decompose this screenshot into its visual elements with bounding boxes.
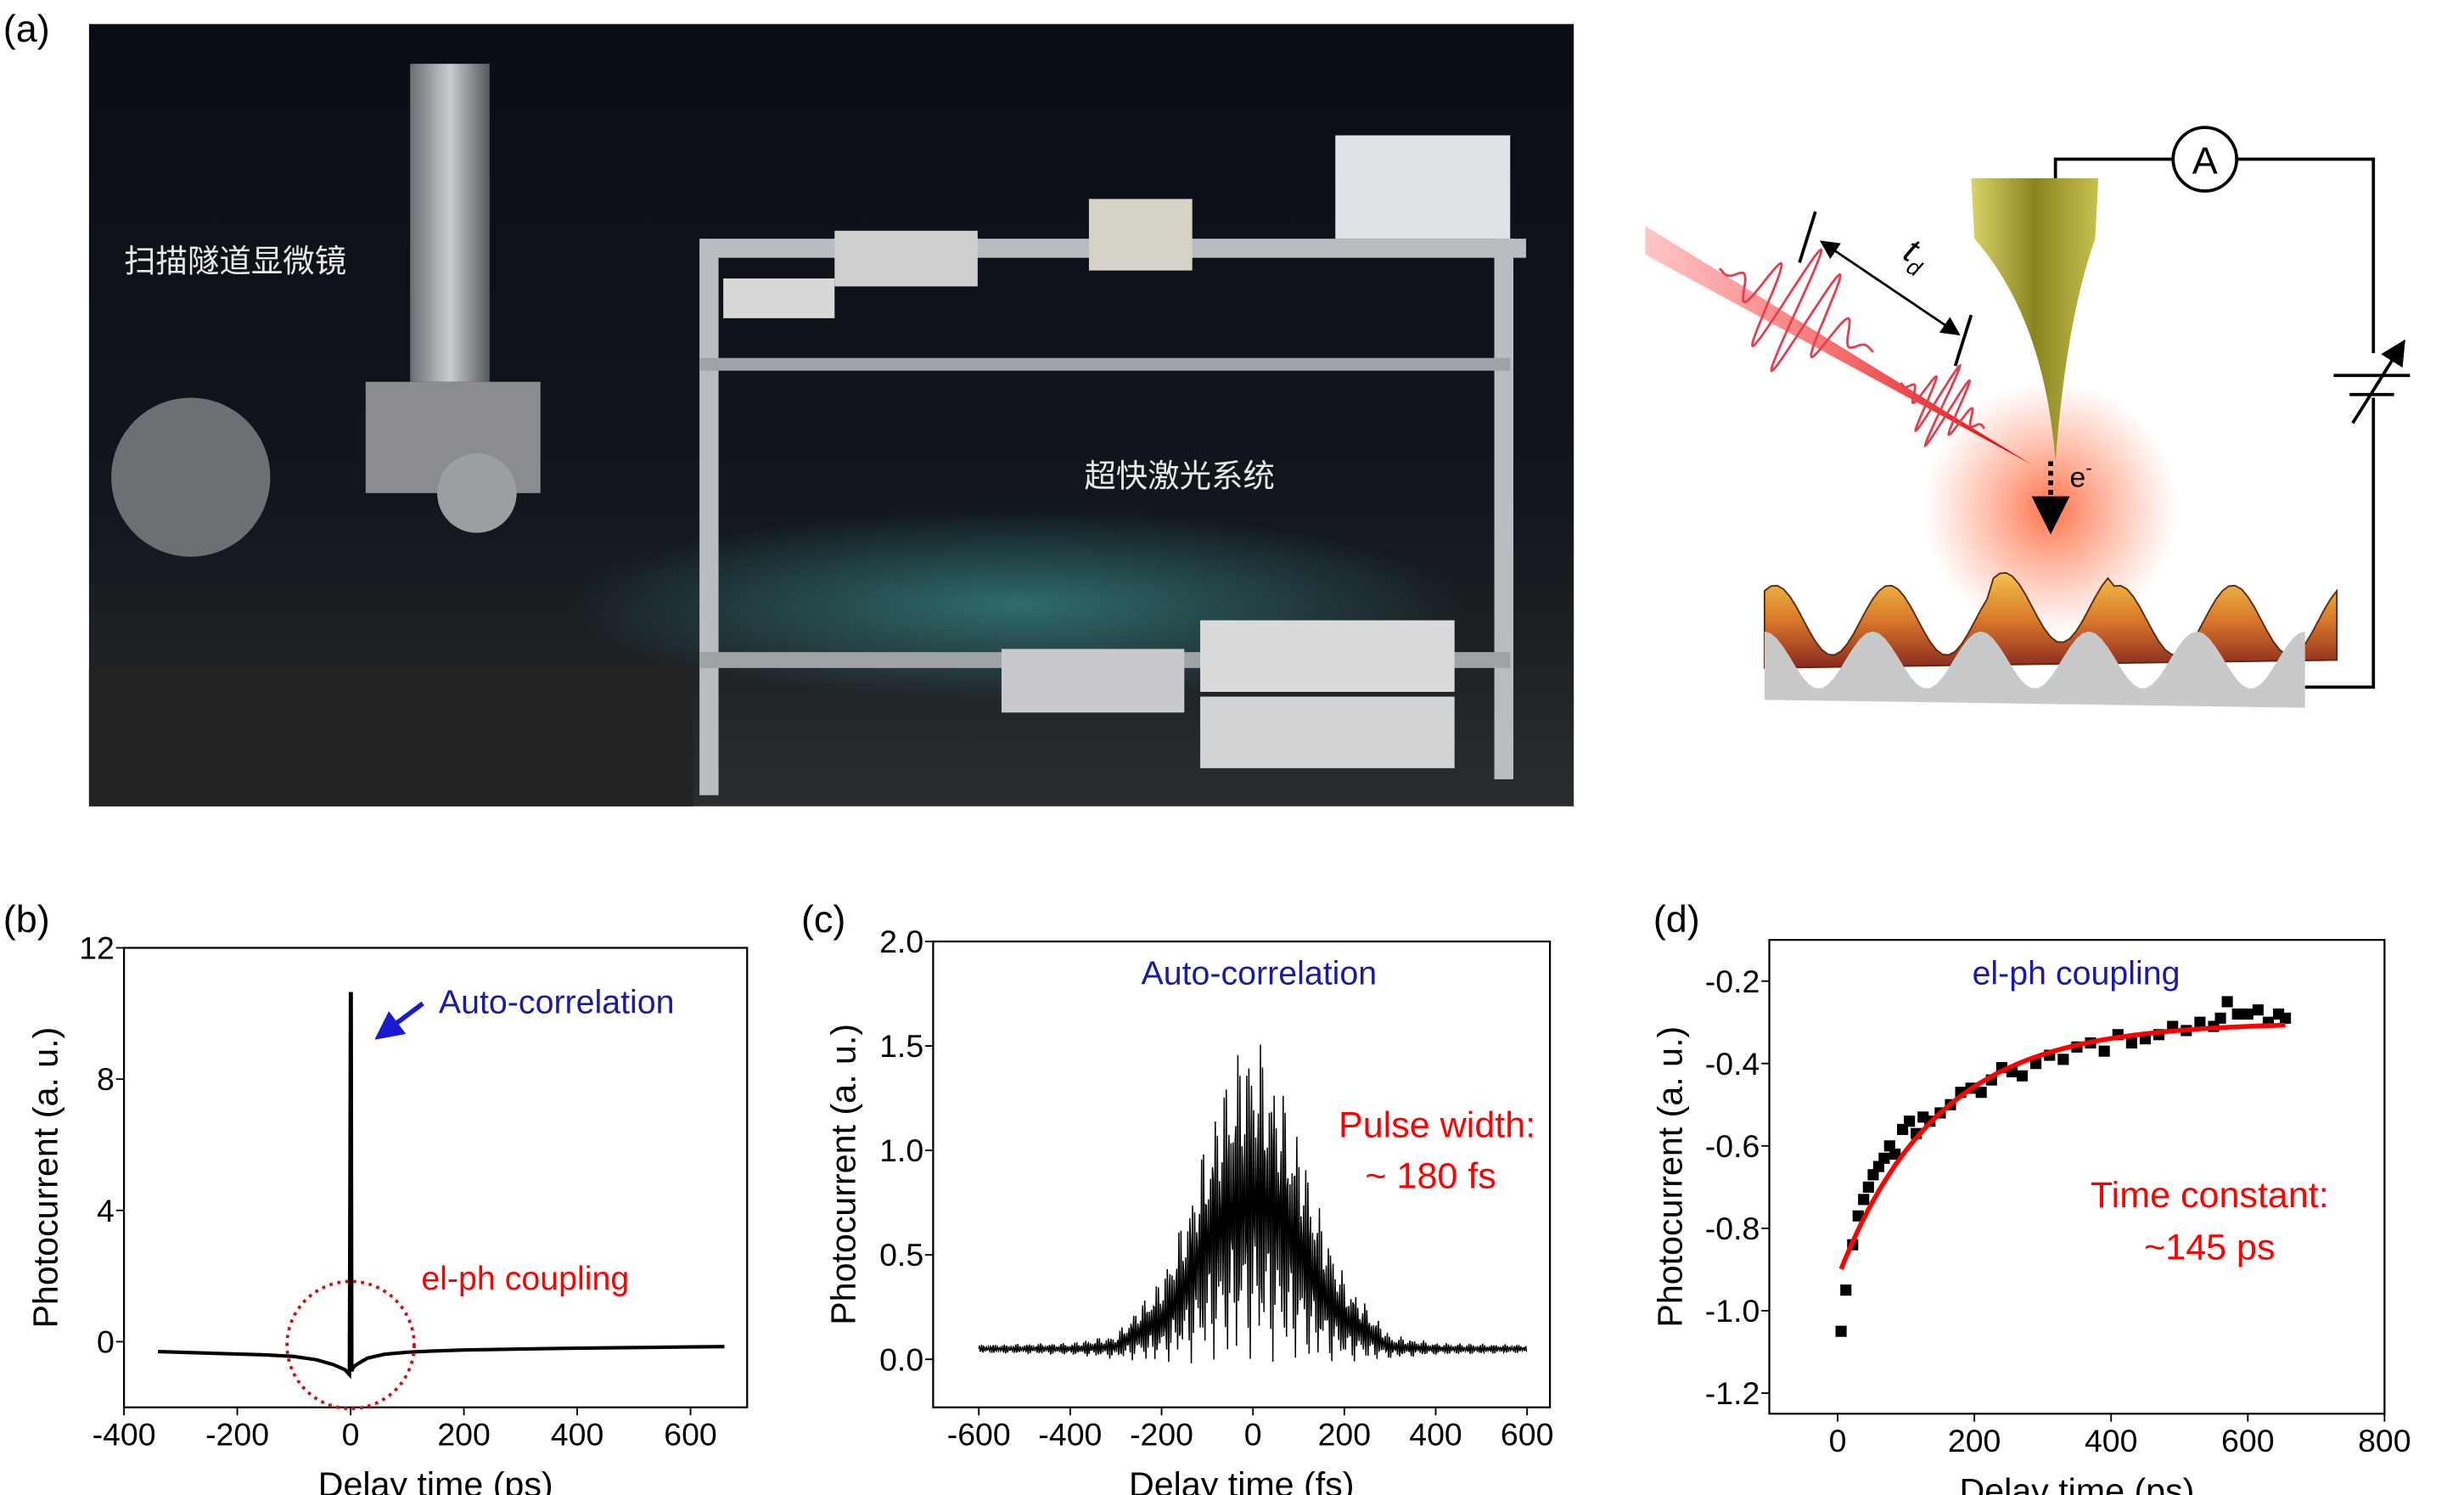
el-ph-circle (285, 1279, 416, 1411)
annotation-el-ph: el-ph coupling (421, 1260, 629, 1297)
data-point (1852, 1210, 1864, 1222)
data-point (1858, 1194, 1870, 1206)
y-tick-label: -0.8 (1705, 1211, 1760, 1246)
data-point (2098, 1045, 2110, 1057)
panel-label-a: (a) (3, 7, 50, 50)
y-tick-label: 1.0 (879, 1132, 923, 1168)
data-point (2280, 1012, 2292, 1024)
x-tick-label: 0 (1829, 1423, 1847, 1458)
y-tick-label: -0.4 (1705, 1046, 1760, 1082)
data-point (2252, 1004, 2264, 1016)
data-point (1904, 1116, 1916, 1127)
x-tick-label: 400 (551, 1417, 603, 1453)
data-point (2242, 1008, 2254, 1020)
x-tick-label: 600 (1501, 1417, 1553, 1453)
x-axis-label: Delay time (ps) (318, 1465, 553, 1495)
panel-label-d: (d) (1653, 897, 1700, 941)
annotation-time-constant-value: ~145 ps (2144, 1228, 2275, 1268)
data-point (2231, 1008, 2243, 1020)
variable-voltage-icon (2351, 339, 2405, 424)
panel-label-b: (b) (3, 897, 50, 941)
x-tick-label: 600 (2221, 1423, 2274, 1458)
fit-curve (1838, 1022, 2286, 1270)
y-tick-label: -0.2 (1705, 964, 1760, 999)
arrow-icon (374, 1001, 424, 1040)
data-point (2214, 1012, 2226, 1024)
chart-b: -400 -200 0 200 400 600 0 4 8 12 Delay time (ps) Ph… (25, 930, 749, 1495)
laser-pulse-2 (1900, 363, 1985, 448)
x-tick-label: -400 (93, 1417, 156, 1453)
delay-label: td (1894, 231, 1937, 283)
x-tick-label: -600 (947, 1417, 1011, 1453)
y-tick-label: 12 (79, 930, 115, 966)
y-tick-label: 8 (97, 1061, 115, 1097)
ammeter-icon (2171, 126, 2239, 193)
plot-frame (932, 940, 1552, 1408)
electron-label: e- (2070, 457, 2092, 493)
y-axis-label: Photocurrent (a. u.) (25, 1027, 65, 1329)
x-axis-label: Delay time (ps) (1959, 1471, 2194, 1495)
data-point (1862, 1181, 1874, 1193)
y-tick-label: 1.5 (879, 1028, 923, 1064)
data-point (2125, 1037, 2137, 1049)
data-point (1835, 1325, 1847, 1337)
stm-tip (1971, 178, 2099, 462)
annotation-auto-correlation: Auto-correlation (439, 983, 675, 1020)
lab-photo: 扫描隧道显微镜 超快激光系统 (88, 24, 1574, 807)
chart-c: -600 -400 -200 0 200 400 600 0.0 0.5 1.0 1.5 2.0 Del… (824, 924, 1554, 1495)
annotation-el-ph: el-ph coupling (1973, 955, 2181, 992)
x-tick-label: 200 (437, 1417, 490, 1453)
ammeter-label: A (2192, 138, 2218, 182)
x-tick-label: 800 (2358, 1423, 2411, 1458)
data-line-photocurrent (158, 992, 725, 1380)
y-tick-label: 2.0 (879, 924, 923, 959)
data-point (1878, 1152, 1890, 1164)
laser-pulse-1 (1718, 248, 1874, 373)
y-tick-label: 0.5 (879, 1237, 923, 1273)
x-tick-label: -200 (205, 1417, 269, 1453)
x-axis-label: Delay time (fs) (1129, 1465, 1354, 1495)
x-tick-label: 600 (664, 1417, 716, 1453)
data-point (2221, 996, 2233, 1008)
x-tick-label: -200 (1130, 1417, 1193, 1453)
y-tick-label: 4 (97, 1193, 115, 1228)
plot-frame (122, 947, 749, 1408)
y-tick-label: -1.2 (1705, 1375, 1760, 1411)
plot-frame (1768, 938, 2386, 1415)
photo-label-stm: 扫描隧道显微镜 (124, 244, 346, 279)
y-tick-label: 0.0 (879, 1341, 923, 1377)
x-tick-label: 200 (1948, 1423, 2001, 1458)
x-tick-label: 400 (2085, 1423, 2137, 1458)
y-axis-label: Photocurrent (a. u.) (1651, 1026, 1690, 1328)
x-tick-label: 0 (342, 1417, 360, 1453)
x-tick-label: 0 (1244, 1417, 1262, 1453)
chart-d: 0 200 400 600 800 -0.2 -0.4 -0.6 -0.8 -1.0 -1.2 Del… (1651, 938, 2411, 1495)
data-line-autocorrelation (978, 1044, 1528, 1363)
data-point (2016, 1070, 2029, 1082)
x-tick-label: 400 (1409, 1417, 1462, 1453)
data-point (1840, 1284, 1852, 1296)
photo-label-laser: 超快激光系统 (1084, 458, 1275, 493)
data-point (1975, 1087, 1987, 1099)
data-point (2194, 1016, 2206, 1028)
y-tick-label: 0 (97, 1324, 115, 1360)
data-point (2030, 1058, 2042, 1070)
data-point (1889, 1148, 1901, 1161)
panel-label-c: (c) (801, 897, 845, 941)
annotation-pulse-width-value: ~ 180 fs (1365, 1155, 1496, 1196)
sample-base (1764, 631, 2305, 708)
annotation-time-constant: Time constant: (2091, 1175, 2329, 1216)
data-point (2057, 1054, 2069, 1065)
x-tick-label: -400 (1038, 1417, 1102, 1453)
y-tick-label: -0.6 (1705, 1128, 1760, 1164)
x-tick-label: 200 (1318, 1417, 1371, 1453)
annotation-auto-correlation: Auto-correlation (1142, 955, 1378, 992)
annotation-pulse-width: Pulse width: (1339, 1104, 1535, 1145)
delay-arrow (1820, 240, 1961, 336)
stm-schematic: A td e- (1645, 126, 2411, 708)
y-tick-label: -1.0 (1705, 1293, 1760, 1329)
y-axis-label: Photocurrent (a. u.) (824, 1024, 863, 1325)
